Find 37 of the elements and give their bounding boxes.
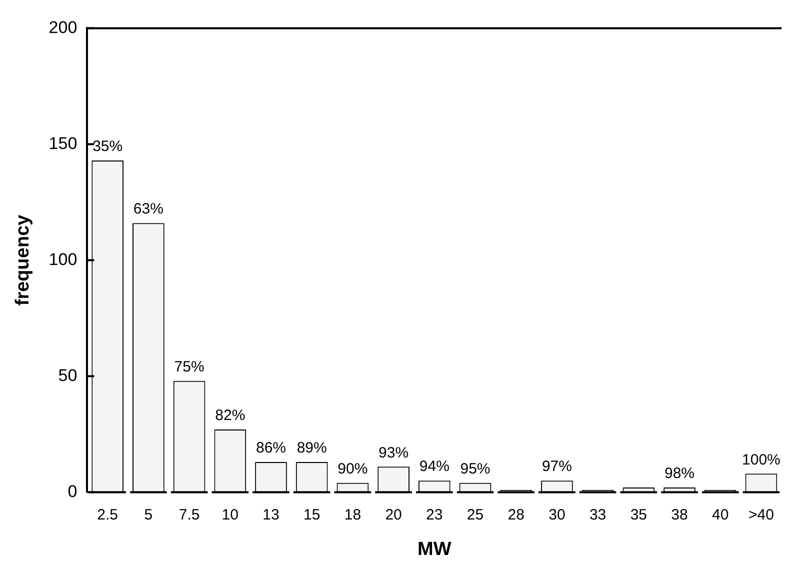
x-tick-label: 2.5 xyxy=(97,506,118,524)
annotation: 89% xyxy=(296,440,327,457)
annotation: 94% xyxy=(419,458,450,476)
x-tick-label: 20 xyxy=(385,506,402,524)
x-tick-label: 30 xyxy=(548,506,566,524)
x-tick-label: >40 xyxy=(748,506,774,524)
x-tick-label: 35 xyxy=(630,506,648,524)
x-tick-label: 18 xyxy=(344,506,362,524)
annotation: 98% xyxy=(664,465,695,482)
annotation: 82% xyxy=(215,407,246,424)
y-axis-title: frequency xyxy=(12,214,34,306)
annotation: 63% xyxy=(133,200,164,218)
x-tick-label: 10 xyxy=(222,506,238,524)
y-tick-label: 200 xyxy=(48,18,78,37)
y-tick-label: 150 xyxy=(48,134,78,153)
x-tick-label: 33 xyxy=(589,506,606,524)
x-tick-label: 5 xyxy=(144,506,153,524)
annotation: 97% xyxy=(542,458,572,476)
annotation: 90% xyxy=(338,460,368,478)
y-tick-label: 0 xyxy=(68,482,78,501)
annotation: 95% xyxy=(460,460,490,478)
x-tick-label: 28 xyxy=(508,506,524,524)
y-tick-label: 100 xyxy=(48,250,78,269)
x-tick-label: 23 xyxy=(426,506,443,524)
x-tick-label: 13 xyxy=(262,506,280,524)
annotation: 86% xyxy=(256,440,286,457)
annotation: 75% xyxy=(174,358,204,376)
annotation: 100% xyxy=(742,451,780,468)
x-axis-title: MW xyxy=(418,538,452,560)
x-tick-label: 40 xyxy=(712,506,729,524)
x-tick-label: 38 xyxy=(671,506,688,524)
y-tick-label: 50 xyxy=(58,366,78,385)
x-tick-label: 7.5 xyxy=(178,506,200,524)
annotation: 93% xyxy=(378,444,409,462)
annotation: 35% xyxy=(92,138,123,156)
x-tick-label: 25 xyxy=(466,506,484,524)
x-tick-label: 15 xyxy=(304,506,320,524)
